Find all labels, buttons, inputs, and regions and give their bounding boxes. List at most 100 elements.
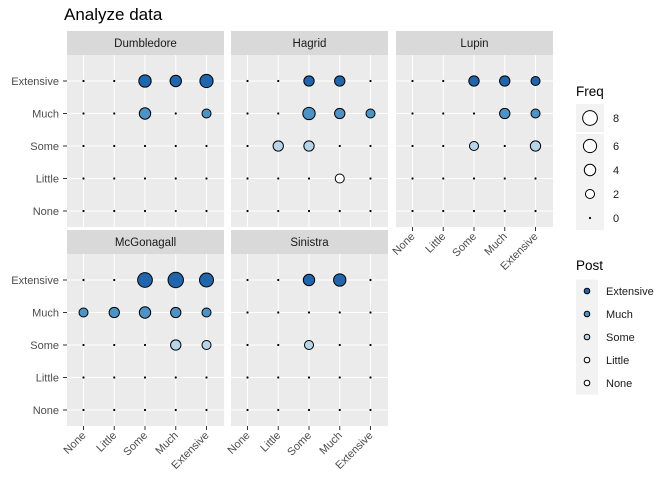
facet-mcgonagall: McGonagallNoneLittleSomeMuchExtensiveNon… <box>11 230 224 472</box>
point-zero <box>338 408 341 412</box>
point-zero <box>307 408 311 412</box>
point-much-much <box>170 306 182 319</box>
point-zero <box>338 343 341 347</box>
point-much-extensive <box>499 75 511 87</box>
point-zero <box>205 408 208 412</box>
point-much-extensive <box>334 75 346 87</box>
y-tick-label: Some <box>30 141 59 153</box>
point-extensive-some <box>529 140 542 152</box>
point-zero <box>205 209 208 213</box>
point-zero <box>246 144 249 148</box>
legend-freq-key <box>588 216 592 220</box>
point-zero <box>338 376 341 379</box>
point-zero <box>472 177 476 180</box>
point-zero <box>143 144 147 148</box>
facet-strip-label: Sinistra <box>290 237 329 249</box>
point-zero <box>442 144 445 148</box>
point-zero <box>277 376 280 379</box>
x-tick-label: Little <box>423 231 448 256</box>
point-zero <box>411 79 414 83</box>
legend-post-label: Some <box>606 332 635 344</box>
legend-post: Post Extensive Much Some Little None <box>576 258 654 395</box>
facet-strip <box>67 230 224 254</box>
y-tick-label: Little <box>36 174 59 186</box>
point-zero <box>307 311 311 314</box>
legend-freq-label: 8 <box>613 113 619 125</box>
point-zero <box>113 408 116 412</box>
point-zero <box>246 311 249 314</box>
point-zero <box>113 343 116 347</box>
facet-strip-label: Lupin <box>460 38 488 50</box>
point-zero <box>113 209 116 213</box>
point-zero <box>174 408 177 412</box>
point-some-extensive <box>137 272 153 288</box>
point-zero <box>503 209 506 213</box>
point-extensive-much <box>201 108 212 119</box>
point-zero <box>246 343 249 347</box>
facet-strip-label: Hagrid <box>293 38 327 50</box>
x-tick-label: Much <box>317 430 345 458</box>
point-zero <box>369 144 372 148</box>
point-zero <box>143 408 147 412</box>
point-zero <box>369 311 372 314</box>
point-zero <box>143 376 147 379</box>
point-zero <box>277 278 280 282</box>
point-zero <box>369 177 372 180</box>
point-zero <box>174 112 177 115</box>
point-some-much <box>302 106 316 121</box>
point-zero <box>174 209 177 213</box>
point-extensive-extensive <box>530 75 541 87</box>
point-zero <box>174 144 177 148</box>
point-zero <box>82 209 85 213</box>
facet-strip <box>231 31 388 55</box>
y-tick-label: Some <box>30 340 59 352</box>
point-zero <box>442 209 445 213</box>
facet-strip-label: Dumbledore <box>114 38 177 50</box>
point-some-extensive <box>138 74 152 88</box>
legend-post-label: Extensive <box>606 286 654 298</box>
point-zero <box>113 376 116 379</box>
point-zero <box>369 79 372 83</box>
chart-title: Analyze data <box>64 5 163 24</box>
y-tick-label: Extensive <box>11 275 59 287</box>
point-zero <box>205 177 208 180</box>
point-zero <box>113 144 116 148</box>
point-zero <box>174 376 177 379</box>
legend-freq-label: 2 <box>613 189 619 201</box>
legend-freq-key <box>584 188 596 200</box>
point-some-some <box>303 140 315 152</box>
point-zero <box>338 209 341 213</box>
legend-freq-key <box>582 110 598 126</box>
legend-post-key <box>583 333 591 341</box>
x-tick-label: Some <box>450 231 479 260</box>
x-tick-label: None <box>62 430 89 457</box>
point-zero <box>82 79 85 83</box>
point-much-much <box>499 107 511 120</box>
point-zero <box>534 177 537 180</box>
legend-post-label: Little <box>606 355 629 367</box>
x-tick-label: Little <box>94 430 119 455</box>
x-tick-label: Some <box>121 430 150 459</box>
x-tick-label: Much <box>482 231 510 259</box>
point-zero <box>113 278 116 282</box>
point-some-much <box>138 306 152 319</box>
point-zero <box>246 408 249 412</box>
y-tick-label: Much <box>32 109 59 121</box>
point-zero <box>82 144 85 148</box>
point-much-much <box>334 107 346 120</box>
y-tick-label: Much <box>32 308 59 320</box>
point-much-some <box>170 339 182 351</box>
legend-freq: Freq 8 6 4 2 0 <box>576 84 619 230</box>
legend-post-label: Much <box>606 309 633 321</box>
x-tick-label: Much <box>153 430 181 458</box>
point-zero <box>82 177 85 180</box>
facet-panels: DumbledoreNoneLittleSomeMuchExtensiveHag… <box>11 31 553 472</box>
point-some-extensive <box>302 273 316 287</box>
point-little-some <box>272 140 284 152</box>
x-tick-label: Little <box>258 430 283 455</box>
facet-hagrid: Hagrid <box>231 31 388 227</box>
point-some-some <box>468 140 480 152</box>
point-zero <box>113 112 116 115</box>
